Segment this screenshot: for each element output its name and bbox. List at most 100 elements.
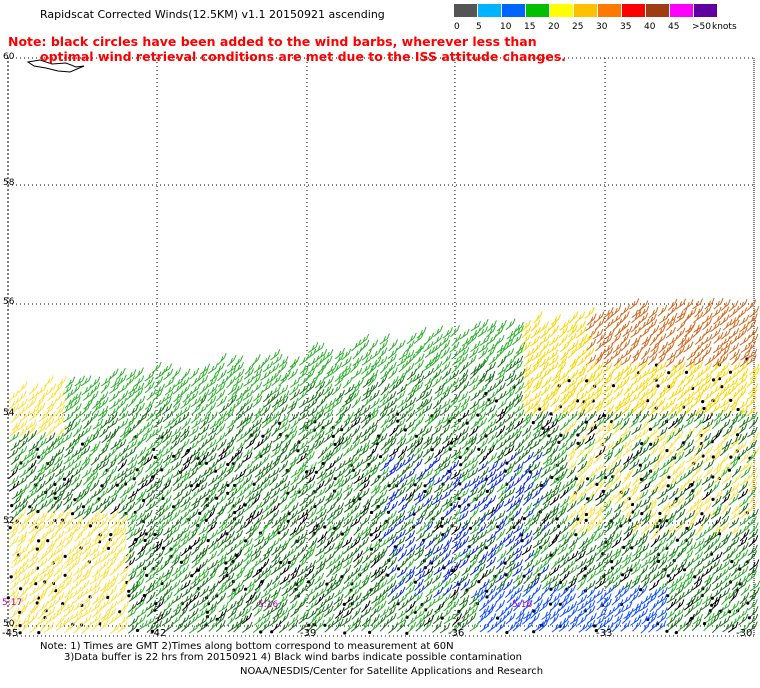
wind-barb bbox=[424, 375, 435, 387]
wind-barb bbox=[406, 332, 417, 345]
wind-barb bbox=[119, 444, 129, 457]
wind-barb bbox=[90, 382, 101, 395]
contamination-circle bbox=[331, 434, 335, 438]
wind-barb bbox=[730, 564, 741, 577]
wind-barb bbox=[395, 339, 406, 352]
wind-barb bbox=[180, 515, 192, 527]
wind-barb bbox=[227, 483, 238, 494]
wind-barb bbox=[353, 404, 364, 417]
wind-barb bbox=[721, 507, 732, 520]
wind-barb bbox=[154, 368, 166, 380]
wind-barb bbox=[602, 383, 613, 395]
wind-barb bbox=[395, 459, 406, 472]
contamination-circle bbox=[386, 510, 391, 514]
wind-barb bbox=[406, 368, 417, 381]
wind-barb bbox=[675, 592, 685, 605]
wind-barb bbox=[496, 390, 507, 402]
wind-barb bbox=[416, 425, 427, 437]
wind-barb bbox=[359, 488, 370, 500]
wind-barb bbox=[405, 353, 416, 366]
wind-barb bbox=[442, 466, 453, 479]
wind-barb bbox=[566, 557, 577, 570]
contamination-circle bbox=[46, 539, 50, 543]
wind-barb bbox=[17, 398, 28, 410]
wind-barb bbox=[648, 374, 659, 386]
wind-barb bbox=[387, 564, 398, 576]
wind-barb bbox=[731, 578, 742, 591]
wind-barb bbox=[612, 613, 624, 625]
wind-barb bbox=[413, 451, 424, 463]
wind-barb bbox=[674, 356, 685, 368]
wind-barb bbox=[530, 404, 541, 417]
wind-barb bbox=[305, 578, 315, 591]
wind-barb bbox=[171, 431, 181, 444]
wind-barb bbox=[386, 580, 397, 592]
wind-barb bbox=[595, 339, 606, 352]
wind-barb bbox=[673, 430, 684, 443]
wind-barb bbox=[540, 571, 551, 583]
wind-barb bbox=[524, 592, 535, 604]
wind-barb bbox=[747, 313, 758, 325]
wind-barb bbox=[532, 564, 543, 576]
wind-barb bbox=[711, 594, 722, 606]
wind-barb bbox=[495, 528, 506, 541]
wind-barb bbox=[341, 356, 352, 368]
wind-barb bbox=[674, 521, 685, 534]
wind-barb bbox=[406, 474, 417, 486]
wind-barb bbox=[691, 507, 702, 521]
wind-barb bbox=[495, 600, 506, 612]
wind-barb bbox=[47, 390, 58, 402]
wind-barb bbox=[388, 488, 399, 500]
wind-barb bbox=[232, 530, 243, 542]
contamination-circle bbox=[700, 512, 704, 516]
wind-barb bbox=[64, 523, 75, 535]
wind-barb bbox=[442, 412, 454, 424]
wind-barb bbox=[406, 445, 417, 458]
wind-barb bbox=[369, 544, 381, 556]
wind-barb bbox=[713, 460, 724, 472]
wind-barb bbox=[371, 485, 381, 499]
contamination-circle bbox=[458, 482, 462, 486]
wind-barb bbox=[190, 543, 201, 556]
wind-barb bbox=[637, 536, 648, 548]
contamination-circle bbox=[702, 406, 706, 411]
wind-barb bbox=[657, 597, 668, 610]
wind-barb bbox=[432, 488, 443, 501]
wind-barb bbox=[207, 559, 218, 571]
wind-barb bbox=[206, 570, 217, 583]
contamination-circle bbox=[736, 407, 740, 412]
wind-barb bbox=[171, 367, 182, 380]
wind-barb bbox=[28, 551, 39, 563]
wind-barb bbox=[252, 566, 263, 578]
wind-barb bbox=[722, 425, 733, 438]
wind-barb bbox=[242, 396, 253, 408]
wind-barb bbox=[136, 446, 147, 459]
wind-barb bbox=[640, 523, 651, 535]
wind-barb bbox=[649, 579, 660, 591]
wind-barb bbox=[548, 334, 559, 347]
wind-barb bbox=[386, 466, 397, 478]
wind-barb bbox=[279, 528, 290, 541]
contamination-circle bbox=[485, 489, 489, 493]
wind-barb bbox=[25, 419, 37, 431]
wind-barb bbox=[314, 410, 325, 423]
wind-barb bbox=[539, 327, 550, 339]
wind-barb bbox=[71, 403, 82, 415]
wind-barb bbox=[424, 480, 435, 492]
wind-barb bbox=[632, 619, 642, 632]
wind-barb bbox=[487, 341, 499, 353]
wind-barb bbox=[396, 614, 408, 626]
wind-barb bbox=[414, 359, 424, 372]
wind-barb bbox=[83, 417, 93, 430]
wind-barb bbox=[272, 353, 283, 366]
wind-barb bbox=[640, 577, 650, 591]
wind-barb bbox=[637, 585, 648, 598]
wind-barb bbox=[459, 545, 470, 557]
wind-barb bbox=[323, 537, 334, 550]
wind-barb bbox=[217, 352, 227, 366]
wind-barb bbox=[198, 531, 209, 542]
wind-barb bbox=[236, 592, 247, 605]
wind-barb bbox=[558, 370, 570, 382]
contamination-circle bbox=[307, 623, 311, 627]
wind-barb bbox=[731, 410, 742, 422]
